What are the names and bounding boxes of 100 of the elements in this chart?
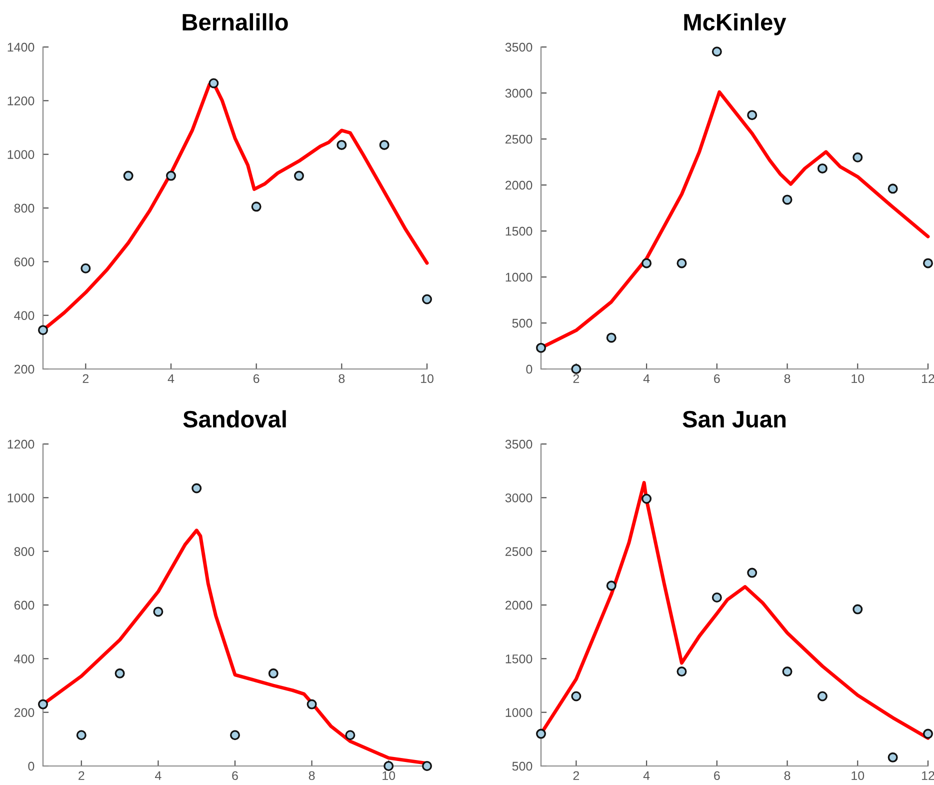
y-tick-label: 200 (14, 708, 34, 717)
x-tick-label: 2 (573, 771, 580, 780)
x-tick-label: 4 (643, 374, 650, 383)
y-tick-label: 1000 (8, 150, 34, 159)
point (251, 202, 262, 212)
x-tick-label: 12 (922, 771, 934, 780)
y-tick-label: 600 (14, 257, 34, 266)
y-tick-label: 1000 (506, 708, 532, 717)
y-tick-label: 3000 (505, 493, 532, 502)
x-tick-label: 10 (421, 374, 434, 384)
y-tick-label: 1500 (506, 226, 532, 236)
y-tick-label: 800 (14, 547, 34, 556)
point (38, 325, 48, 336)
x-tick-label: 6 (714, 771, 720, 780)
point (422, 761, 432, 771)
y-tick-label: 1200 (8, 440, 34, 449)
x-tick-label: 10 (382, 771, 396, 780)
point (817, 163, 828, 174)
x-tick-label: 4 (643, 771, 650, 780)
x-tick-label: 2 (573, 374, 580, 383)
x-tick-label: 12 (922, 374, 934, 383)
y-tick-label: 1000 (506, 272, 532, 282)
point (852, 152, 863, 162)
y-tick-label: 1000 (8, 493, 34, 502)
y-tick-label: 3500 (505, 42, 532, 52)
point (923, 728, 933, 739)
point (268, 668, 278, 678)
x-tick-label: 2 (78, 771, 84, 780)
point (642, 494, 652, 504)
y-tick-label: 3000 (505, 88, 532, 98)
y-tick-label: 1200 (8, 96, 34, 106)
y-tick-label: 400 (14, 311, 34, 320)
y-tick-label: 2500 (505, 547, 532, 556)
y-tick-label: 400 (14, 654, 34, 664)
y-tick-label: 0 (28, 762, 34, 771)
point (192, 483, 202, 494)
x-tick-label: 6 (714, 374, 720, 384)
point (208, 78, 219, 88)
chart-title: Bernalillo (182, 13, 288, 31)
y-tick-label: 2500 (505, 134, 532, 144)
point (153, 606, 164, 617)
x-tick-label: 10 (852, 771, 864, 780)
point (571, 364, 582, 374)
x-tick-label: 10 (852, 374, 864, 384)
chart-title: Sandoval (183, 410, 286, 428)
x-tick-label: 4 (155, 771, 162, 780)
chart-title: McKinley (684, 13, 786, 36)
point (536, 342, 546, 353)
point (230, 730, 240, 740)
point (676, 666, 687, 677)
x-tick-label: 8 (784, 374, 790, 384)
point (888, 752, 898, 762)
point (345, 730, 356, 740)
point (422, 294, 432, 304)
y-tick-label: 600 (14, 600, 34, 610)
point (888, 184, 898, 194)
point (76, 730, 86, 740)
point (306, 699, 317, 710)
y-tick-label: 0 (526, 364, 532, 374)
point (712, 592, 722, 602)
y-tick-label: 800 (14, 204, 34, 213)
point (38, 699, 48, 710)
point (712, 46, 722, 57)
point (294, 170, 304, 181)
point (642, 258, 652, 268)
point (166, 170, 176, 181)
x-tick-label: 6 (253, 374, 260, 384)
point (782, 666, 792, 677)
point (676, 258, 687, 268)
point (123, 170, 134, 181)
point (379, 140, 390, 150)
point (606, 580, 616, 591)
point (782, 194, 792, 205)
point (923, 258, 933, 268)
point (536, 728, 546, 739)
point (336, 140, 347, 150)
x-tick-label: 4 (168, 374, 174, 383)
point (80, 263, 91, 274)
y-tick-label: 1500 (506, 654, 532, 664)
point (817, 691, 828, 702)
point (384, 761, 394, 771)
y-tick-label: 200 (14, 364, 34, 374)
y-tick-label: 500 (512, 318, 532, 328)
chart-title: San Juan (682, 410, 786, 428)
y-tick-label: 1400 (8, 42, 34, 52)
point (852, 604, 863, 614)
x-tick-label: 2 (82, 374, 89, 383)
y-tick-label: 3500 (505, 440, 532, 449)
point (747, 110, 758, 120)
x-tick-label: 8 (308, 771, 315, 780)
point (114, 668, 125, 678)
y-tick-label: 2000 (505, 600, 532, 610)
point (747, 568, 758, 578)
point (606, 332, 616, 343)
x-tick-label: 8 (784, 771, 790, 780)
point (571, 691, 582, 702)
y-tick-label: 2000 (505, 180, 532, 190)
x-tick-label: 8 (338, 374, 345, 384)
x-tick-label: 6 (232, 771, 238, 780)
y-tick-label: 500 (512, 762, 532, 771)
